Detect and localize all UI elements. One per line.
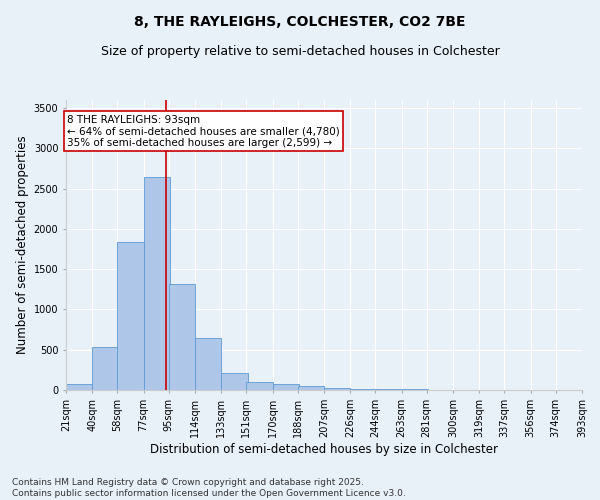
Bar — [118, 242, 143, 390]
Bar — [195, 338, 221, 390]
Text: Size of property relative to semi-detached houses in Colchester: Size of property relative to semi-detach… — [101, 45, 499, 58]
Text: 8, THE RAYLEIGHS, COLCHESTER, CO2 7BE: 8, THE RAYLEIGHS, COLCHESTER, CO2 7BE — [134, 15, 466, 29]
Text: 8 THE RAYLEIGHS: 93sqm
← 64% of semi-detached houses are smaller (4,780)
35% of : 8 THE RAYLEIGHS: 93sqm ← 64% of semi-det… — [67, 114, 340, 148]
Bar — [324, 388, 350, 390]
Bar — [298, 386, 324, 390]
Bar — [376, 389, 401, 390]
Bar — [92, 348, 119, 390]
Y-axis label: Number of semi-detached properties: Number of semi-detached properties — [16, 136, 29, 354]
Bar — [169, 284, 195, 390]
X-axis label: Distribution of semi-detached houses by size in Colchester: Distribution of semi-detached houses by … — [150, 442, 498, 456]
Bar — [350, 389, 377, 390]
Bar — [221, 373, 248, 390]
Bar — [272, 384, 299, 390]
Bar — [143, 178, 170, 390]
Bar — [247, 382, 272, 390]
Bar — [66, 384, 92, 390]
Text: Contains HM Land Registry data © Crown copyright and database right 2025.
Contai: Contains HM Land Registry data © Crown c… — [12, 478, 406, 498]
